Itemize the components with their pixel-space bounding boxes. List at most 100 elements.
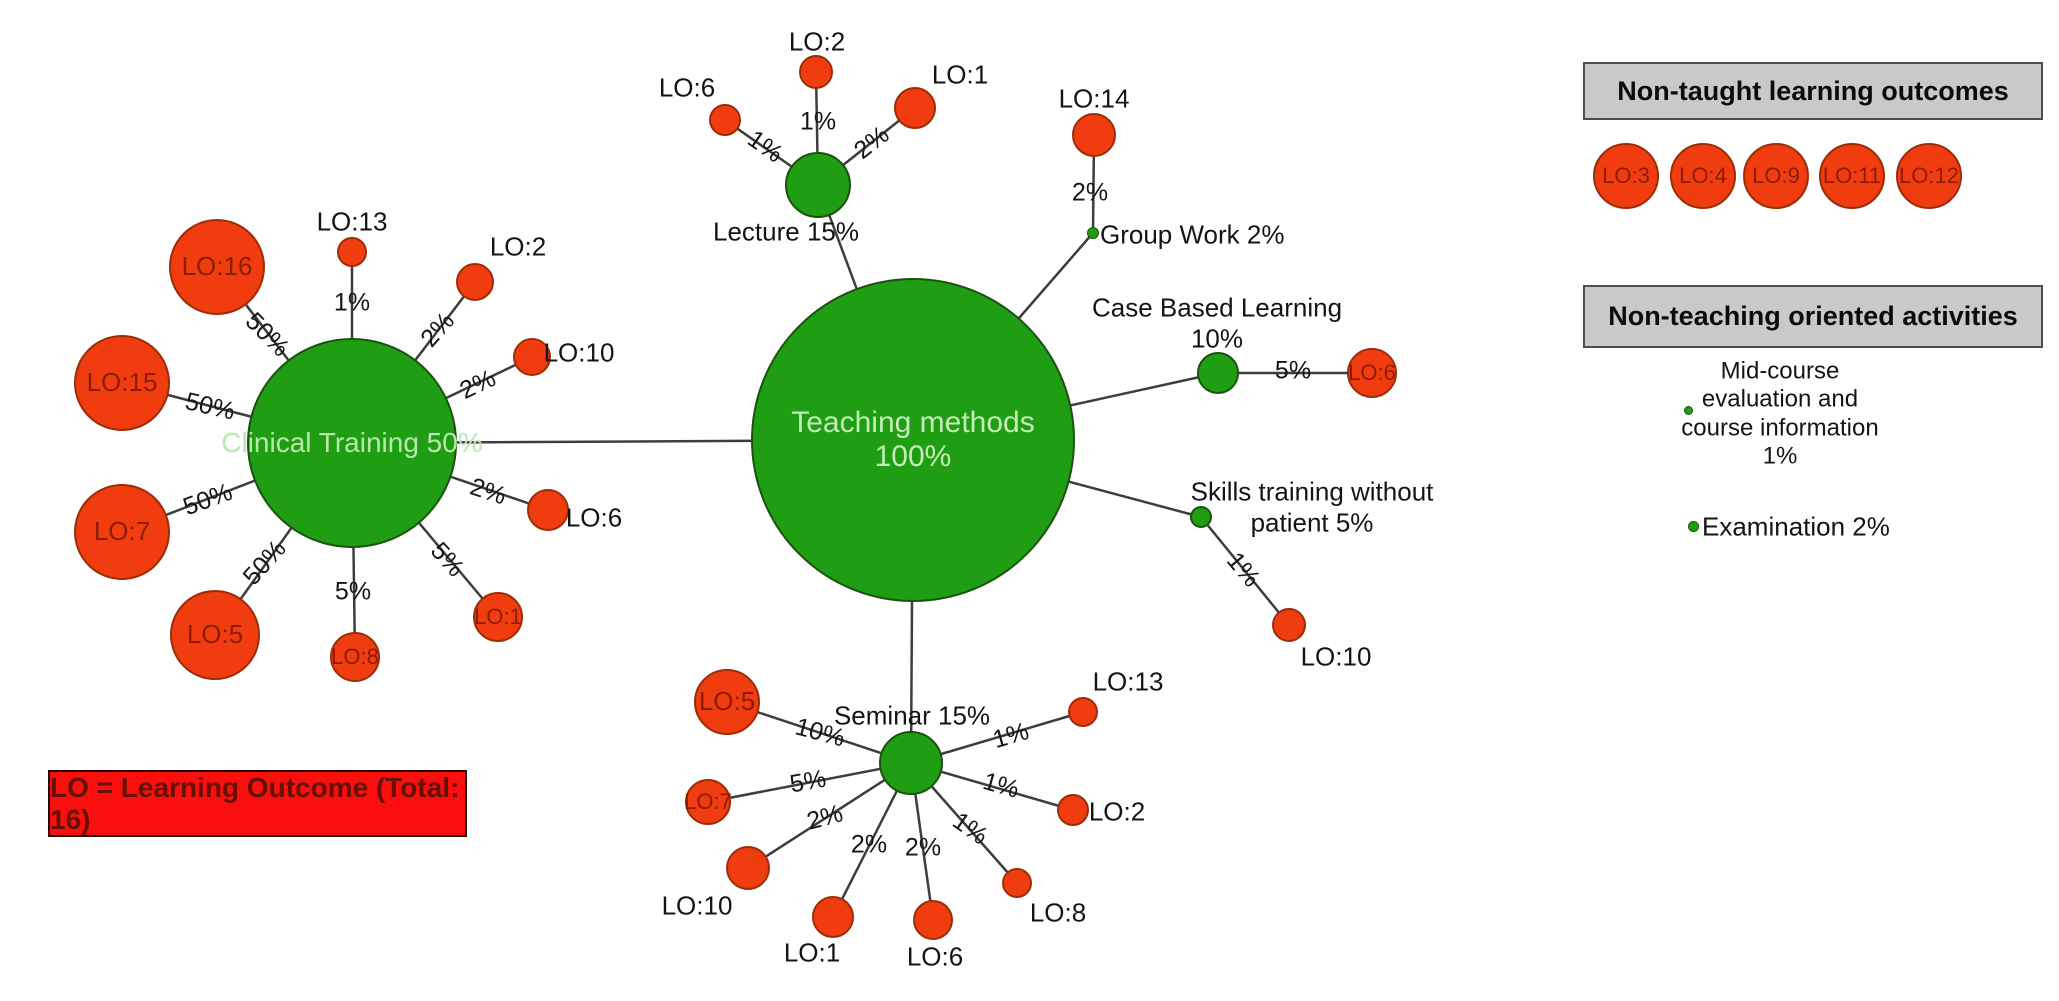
node-lecture-lo1 xyxy=(894,87,936,129)
clinical-lo13-pct: 1% xyxy=(333,288,371,317)
clinical-lo1-label: LO:1 xyxy=(474,603,522,629)
node-seminar-lo5: LO:5 xyxy=(694,669,760,735)
clinical-lo8-pct: 5% xyxy=(334,577,372,606)
case-based-label: Case Based Learning 10% xyxy=(1092,292,1342,353)
node-skills-training xyxy=(1190,506,1212,528)
casebased-lo6-label: LO:6 xyxy=(1348,359,1396,385)
node-nontaught-lo3: LO:3 xyxy=(1593,143,1659,209)
edge-skills-lo10 xyxy=(1200,516,1290,626)
node-nontaught-lo11: LO:11 xyxy=(1819,143,1885,209)
seminar-label: Seminar 15% xyxy=(833,700,991,731)
node-clinical-lo15: LO:15 xyxy=(74,335,170,431)
node-seminar-lo10 xyxy=(726,846,770,890)
legend-box: LO = Learning Outcome (Total: 16) xyxy=(48,770,467,837)
lecture-lo2-pct: 1% xyxy=(799,107,837,136)
node-clinical-lo10 xyxy=(513,338,551,376)
node-seminar-lo8 xyxy=(1002,868,1032,898)
nontaught-lo11-label: LO:11 xyxy=(1822,162,1882,188)
case-based-label-line1: Case Based Learning xyxy=(1091,292,1343,323)
clinical-lo16-label: LO:16 xyxy=(181,251,253,282)
node-groupwork-lo14 xyxy=(1072,113,1116,157)
node-seminar-lo7: LO:7 xyxy=(684,779,732,825)
seminar-lo13-label: LO:13 xyxy=(1092,666,1164,697)
seminar-lo1-pct: 2% xyxy=(850,830,888,859)
node-clinical-lo6 xyxy=(527,489,569,531)
seminar-lo1-label: LO:1 xyxy=(783,937,841,968)
edge-seminar-lo7 xyxy=(707,761,912,804)
nontaught-lo4-label: LO:4 xyxy=(1679,162,1727,188)
node-nontaught-lo12: LO:12 xyxy=(1896,143,1962,209)
lecture-label: Lecture 15% xyxy=(713,216,859,247)
seminar-lo6-label: LO:6 xyxy=(906,941,964,972)
clinical-lo5-label: LO:5 xyxy=(186,619,244,650)
node-casebased-lo6: LO:6 xyxy=(1347,348,1397,398)
node-clinical-lo7: LO:7 xyxy=(74,484,170,580)
non-teaching-title: Non-teaching oriented activities xyxy=(1608,301,2018,331)
node-skills-lo10 xyxy=(1272,608,1306,642)
examination-bullet-icon xyxy=(1688,521,1699,532)
examination-label: Examination 2% xyxy=(1702,511,1890,542)
lecture-lo2-label: LO:2 xyxy=(788,26,846,57)
node-group-work xyxy=(1087,227,1099,239)
case-based-label-line2: 10% xyxy=(1190,323,1244,353)
seminar-lo8-label: LO:8 xyxy=(1029,897,1087,928)
nontaught-lo3-label: LO:3 xyxy=(1602,162,1650,188)
lecture-lo1-label: LO:1 xyxy=(931,59,989,90)
casebased-lo6-pct: 5% xyxy=(1274,356,1312,385)
node-clinical-lo16: LO:16 xyxy=(169,219,265,315)
clinical-lo6-label: LO:6 xyxy=(565,502,623,533)
node-seminar-lo13 xyxy=(1068,697,1098,727)
node-clinical-lo8: LO:8 xyxy=(330,632,380,682)
midcourse-line4: 1% xyxy=(1762,442,1798,470)
midcourse-bullet-icon xyxy=(1684,406,1693,415)
non-teaching-header: Non-teaching oriented activities xyxy=(1583,285,2043,348)
clinical-lo2-label: LO:2 xyxy=(489,231,547,262)
skills-lo10-label: LO:10 xyxy=(1300,641,1372,672)
clinical-lo10-label: LO:10 xyxy=(543,337,615,368)
node-seminar-lo6 xyxy=(913,900,953,940)
node-case-based-learning xyxy=(1197,352,1239,394)
skills-label-line1: Skills training without xyxy=(1190,476,1434,507)
node-clinical-training: Clinical Training 50% xyxy=(221,338,483,548)
legend-box-label: LO = Learning Outcome (Total: 16) xyxy=(50,771,460,835)
node-seminar-lo2 xyxy=(1057,794,1089,826)
nontaught-lo9-label: LO:9 xyxy=(1752,162,1800,188)
seminar-lo10-label: LO:10 xyxy=(661,890,733,921)
node-nontaught-lo4: LO:4 xyxy=(1670,143,1736,209)
non-taught-header: Non-taught learning outcomes xyxy=(1583,62,2043,120)
non-taught-title: Non-taught learning outcomes xyxy=(1617,75,2009,106)
midcourse-line3: course information xyxy=(1681,414,1879,441)
clinical-lo7-label: LO:7 xyxy=(93,516,151,547)
clinical-training-label: Clinical Training 50% xyxy=(221,427,483,459)
nontaught-lo12-label: LO:12 xyxy=(1899,162,1959,188)
clinical-lo8-label: LO:8 xyxy=(331,643,379,669)
seminar-lo5-label: LO:5 xyxy=(698,686,756,717)
seminar-lo7-pct: 5% xyxy=(787,764,829,799)
skills-label-line2: patient 5% xyxy=(1250,507,1374,537)
node-lecture-lo2 xyxy=(799,55,833,89)
node-seminar-lo1 xyxy=(812,896,854,938)
node-clinical-lo13 xyxy=(337,237,367,267)
node-seminar xyxy=(879,731,943,795)
seminar-lo6-pct: 2% xyxy=(904,833,942,862)
skills-training-label: Skills training without patient 5% xyxy=(1191,476,1434,537)
node-nontaught-lo9: LO:9 xyxy=(1743,143,1809,209)
teaching-methods-label: Teaching methods xyxy=(791,406,1035,440)
clinical-lo13-label: LO:13 xyxy=(316,206,388,237)
lecture-lo6-label: LO:6 xyxy=(658,72,716,103)
groupwork-lo14-label: LO:14 xyxy=(1058,83,1130,114)
node-teaching-methods: Teaching methods 100% xyxy=(751,278,1075,602)
node-lecture-lo6 xyxy=(709,104,741,136)
group-work-label: Group Work 2% xyxy=(1100,219,1285,250)
node-clinical-lo1: LO:1 xyxy=(473,592,523,642)
seminar-lo2-label: LO:2 xyxy=(1088,796,1146,827)
midcourse-line2: evaluation and xyxy=(1701,385,1859,413)
node-clinical-lo5: LO:5 xyxy=(170,590,260,680)
midcourse-label: Mid-course evaluation and course informa… xyxy=(1681,357,1878,470)
seminar-lo7-label: LO:7 xyxy=(684,788,732,814)
teaching-methods-pct: 100% xyxy=(874,440,952,473)
node-clinical-lo2 xyxy=(456,263,494,301)
clinical-lo15-label: LO:15 xyxy=(86,367,158,398)
groupwork-lo14-pct: 2% xyxy=(1071,178,1109,207)
